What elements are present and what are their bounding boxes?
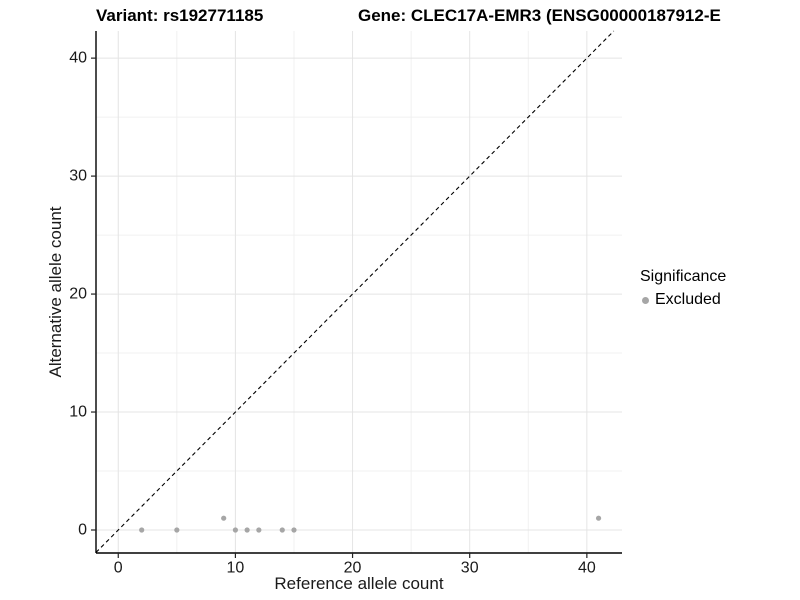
data-point xyxy=(232,527,239,533)
legend-title: Significance xyxy=(640,268,727,285)
legend-item: Excluded xyxy=(640,291,726,309)
data-point xyxy=(244,527,250,533)
data-point xyxy=(174,527,180,533)
legend-point-icon xyxy=(642,296,649,304)
x-tick-label: 20 xyxy=(344,559,362,576)
x-tick-label: 40 xyxy=(578,559,596,576)
data-point xyxy=(256,527,262,533)
y-tick-label: 40 xyxy=(69,50,87,67)
legend-item-label: Excluded xyxy=(655,291,721,308)
x-tick-label: 10 xyxy=(227,559,245,576)
legend: Significance Excluded xyxy=(640,268,726,309)
x-tick-label: 0 xyxy=(114,559,123,576)
plot-title-variant: Variant: rs192771185 xyxy=(96,6,264,25)
data-point xyxy=(279,527,285,533)
x-tick-label: 30 xyxy=(461,559,479,576)
identity-dashed-line xyxy=(95,30,615,553)
y-tick-label: 0 xyxy=(78,521,87,538)
data-point xyxy=(595,515,602,521)
plot-title-gene: Gene: CLEC17A-EMR3 (ENSG00000187912-E xyxy=(358,6,721,25)
y-tick-label: 20 xyxy=(69,286,87,303)
data-point xyxy=(221,515,227,521)
data-point xyxy=(291,527,297,533)
y-tick-label: 30 xyxy=(69,168,87,185)
x-axis-title: Reference allele count xyxy=(274,574,444,593)
data-point xyxy=(139,527,145,533)
y-tick-label: 10 xyxy=(69,404,87,421)
